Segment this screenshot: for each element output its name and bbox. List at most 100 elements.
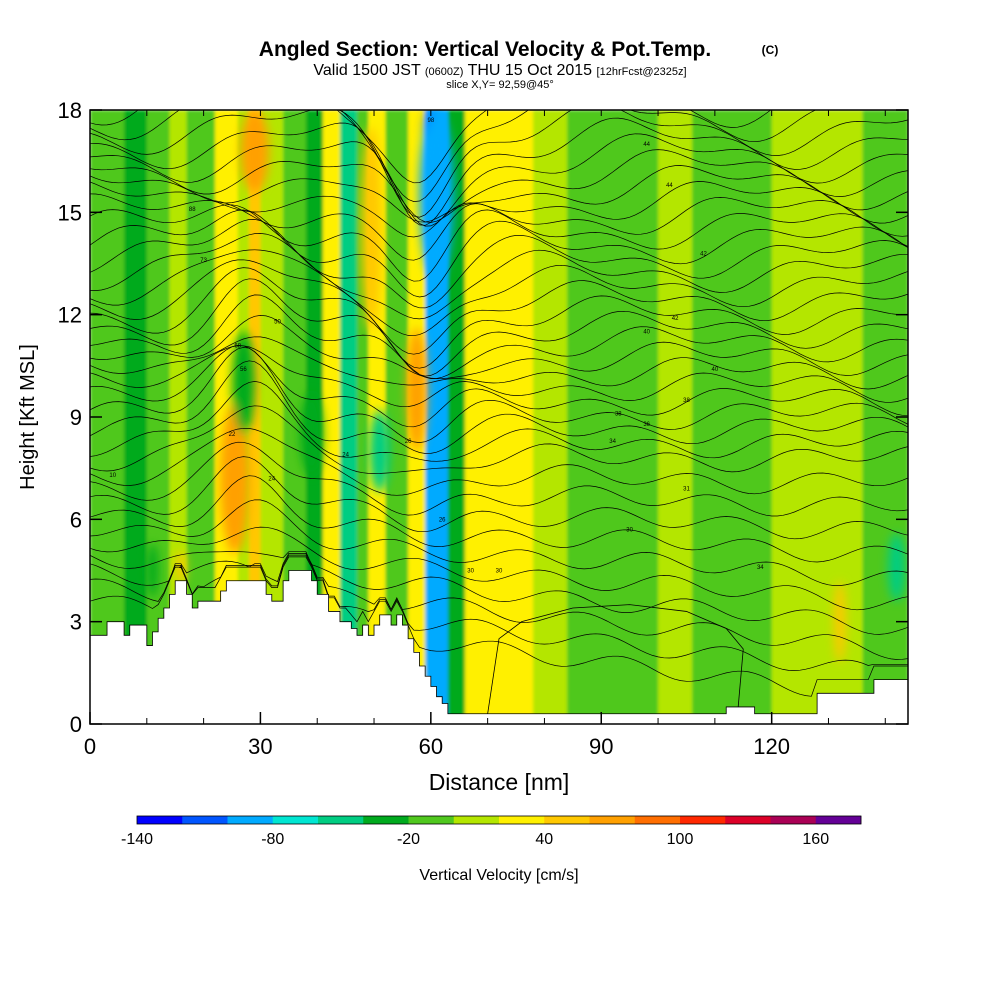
theta-contour-label: 98 [427, 118, 434, 124]
velocity-band [249, 110, 261, 724]
theta-contour-label: 34 [609, 439, 616, 445]
theta-contour-label: 36 [643, 422, 650, 428]
theta-contour [90, 259, 908, 355]
theta-contour-label: 30 [496, 569, 503, 575]
theta-contour [90, 345, 908, 408]
theta-contour-label: 73 [200, 258, 207, 264]
theta-contour-label: 44 [643, 142, 650, 148]
theta-contour-label: 50 [274, 319, 281, 325]
velocity-band [385, 110, 409, 724]
x-tick-label: 60 [419, 734, 443, 759]
colorbar-tick-label: -80 [261, 831, 284, 848]
velocity-cell [220, 403, 250, 554]
theta-contour-label: 38 [615, 412, 622, 418]
velocity-band [260, 110, 284, 724]
theta-contour [90, 294, 908, 379]
theta-contour-label: 24 [342, 453, 349, 459]
theta-contour [90, 149, 908, 223]
theta-contour [90, 360, 908, 454]
velocity-band [692, 110, 773, 724]
chart-title: Angled Section: Vertical Velocity & Pot.… [259, 38, 711, 61]
theta-contour [90, 456, 908, 540]
theta-contour [90, 117, 908, 226]
velocity-field [90, 110, 908, 724]
theta-contour-label: 56 [240, 367, 247, 373]
y-tick-label: 18 [58, 98, 82, 123]
colorbar-label: Vertical Velocity [cm/s] [419, 867, 578, 884]
theta-contour [90, 336, 908, 390]
theta-contour-labels: 4 10 22 24 24 26 26 30 30 30 31 34 34 36 38 38 40 40 42 42 4… [109, 118, 764, 574]
velocity-cell [360, 127, 382, 332]
chart-subtitle: Valid 1500 JST (0600Z) THU 15 Oct 2015 [… [313, 62, 686, 79]
theta-contour-label: 24 [268, 476, 275, 482]
velocity-cell [419, 110, 454, 281]
velocity-cell [888, 532, 906, 602]
velocity-band [339, 110, 358, 724]
velocity-cell [369, 410, 390, 493]
theta-contour [90, 499, 908, 586]
theta-contour [90, 110, 908, 218]
theta-contour-label: 10 [109, 473, 116, 479]
x-tick-label: 30 [248, 734, 272, 759]
colorbar-swatch [544, 816, 590, 824]
velocity-cell [240, 110, 269, 192]
plot-area: 4 10 22 24 24 26 26 30 30 30 31 34 34 36 38 38 40 40 42 42 4… [90, 110, 908, 724]
colorbar-swatch [408, 816, 455, 824]
velocity-band [533, 110, 568, 724]
theta-contour-label: 42 [672, 316, 679, 322]
colorbar-swatch [227, 816, 274, 824]
theta-contour-label: 88 [189, 207, 196, 213]
theta-contour-label: 26 [439, 517, 446, 523]
velocity-band [322, 110, 341, 724]
theta-contour-label: 42 [700, 251, 707, 257]
y-tick-label: 15 [58, 200, 82, 225]
theta-contour-label: 40 [643, 330, 650, 336]
theta-contour [90, 181, 908, 238]
terrain [90, 570, 908, 724]
colorbar-swatch [453, 816, 500, 824]
theta-contour-label: 68 [234, 343, 241, 349]
theta-contour [90, 554, 908, 671]
colorbar-tick-label: 40 [535, 831, 553, 848]
velocity-band [487, 110, 534, 724]
theta-contour-label: 4 [179, 565, 183, 571]
velocity-band [658, 110, 693, 724]
subtitle-zulu: (0600Z) [425, 66, 464, 78]
subtitle-date: THU 15 Oct 2015 [468, 62, 593, 79]
theta-contour-label: 30 [467, 569, 474, 575]
colorbar: -140 -80 -20 40 100 160 [121, 815, 862, 848]
velocity-cell [406, 328, 427, 452]
theta-contour [90, 381, 908, 462]
y-axis-label: Height [Kft MSL] [17, 344, 39, 490]
x-tick-label: 90 [589, 734, 613, 759]
colorbar-swatch [272, 816, 319, 824]
theta-contour [90, 345, 908, 428]
x-axis-label: Distance [nm] [429, 769, 570, 795]
colorbar-tick-label: -20 [397, 831, 420, 848]
theta-contour [90, 553, 908, 660]
colorbar-swatch [589, 816, 636, 824]
theta-contour [90, 475, 908, 563]
x-tick-label: 0 [84, 734, 96, 759]
colorbar-tick-label: 160 [802, 831, 829, 848]
chart-slice-label: slice X,Y= 92,59@45° [446, 79, 554, 91]
y-tick-label: 6 [70, 507, 82, 532]
colorbar-swatch [725, 816, 771, 824]
theta-contour [90, 347, 908, 443]
velocity-band [771, 110, 864, 724]
colorbar-swatch [680, 816, 726, 824]
theta-contour [90, 551, 908, 635]
theta-contour-label: 26 [405, 439, 412, 445]
theta-contours [90, 110, 908, 714]
colorbar-swatch [363, 816, 409, 824]
theta-contour [90, 209, 908, 298]
velocity-band [356, 110, 369, 724]
theta-contour-label: 22 [229, 432, 236, 438]
theta-contour [90, 405, 908, 474]
theta-contour [90, 556, 908, 697]
y-tick-label: 3 [70, 610, 82, 635]
velocity-band [464, 110, 489, 724]
colorbar-swatch [634, 816, 681, 824]
